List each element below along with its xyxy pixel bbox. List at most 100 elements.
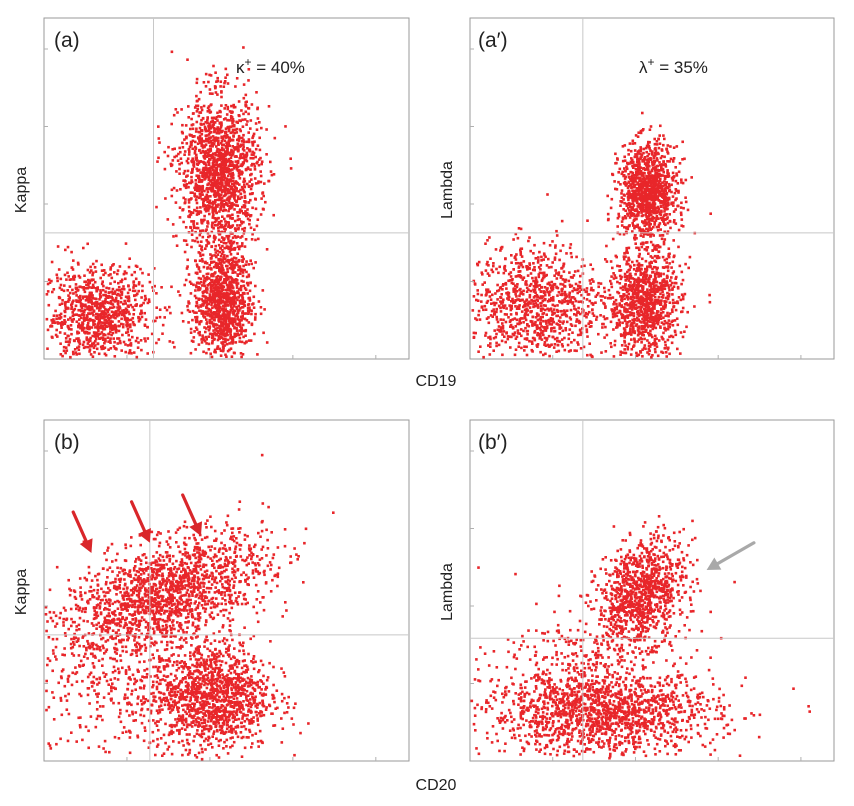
data-point	[658, 142, 662, 145]
data-point	[645, 211, 648, 214]
data-point	[199, 195, 202, 198]
data-point	[525, 310, 528, 313]
data-point	[210, 153, 213, 157]
data-point	[241, 205, 244, 209]
data-point	[228, 119, 231, 122]
data-point	[113, 340, 116, 344]
data-point	[122, 272, 126, 276]
data-point	[529, 249, 532, 253]
data-point	[558, 332, 562, 335]
data-point	[224, 220, 227, 223]
data-point	[223, 174, 226, 177]
data-point	[132, 286, 135, 289]
data-point	[126, 296, 129, 299]
data-point	[178, 162, 181, 166]
data-point	[525, 302, 528, 306]
data-point	[234, 180, 238, 183]
data-point	[525, 330, 529, 333]
data-point	[222, 85, 226, 88]
data-point	[82, 326, 86, 330]
data-point	[209, 74, 213, 77]
data-point	[244, 263, 248, 266]
data-point	[551, 287, 555, 290]
data-point	[208, 144, 212, 148]
data-point	[219, 299, 223, 302]
data-point	[238, 218, 241, 221]
data-point	[233, 208, 236, 211]
data-point	[515, 295, 518, 298]
data-point	[202, 140, 205, 143]
data-point	[88, 326, 91, 330]
data-point	[200, 140, 203, 143]
data-point	[110, 295, 113, 299]
data-point	[235, 127, 239, 131]
data-point	[525, 353, 529, 357]
data-point	[123, 316, 127, 319]
data-point	[214, 152, 217, 155]
data-point	[506, 291, 510, 294]
data-point	[227, 240, 230, 243]
data-point	[175, 244, 179, 247]
data-point	[581, 327, 584, 330]
data-point	[133, 294, 136, 297]
data-point	[104, 271, 107, 275]
data-point	[109, 337, 112, 340]
data-point	[574, 299, 578, 303]
data-point	[219, 223, 223, 227]
data-point	[207, 133, 211, 136]
data-point	[480, 293, 483, 297]
data-point	[250, 312, 253, 316]
data-point	[68, 296, 71, 299]
data-point	[96, 342, 100, 345]
data-point	[257, 180, 260, 183]
data-point	[75, 294, 78, 297]
data-point	[541, 276, 545, 280]
data-point	[210, 116, 214, 120]
data-point	[518, 318, 522, 321]
data-point	[206, 298, 210, 301]
data-point	[660, 237, 664, 241]
data-point	[247, 306, 250, 310]
data-point	[542, 258, 545, 261]
data-point	[243, 196, 247, 199]
data-point	[519, 253, 523, 256]
data-point	[208, 325, 212, 328]
data-point	[231, 292, 235, 296]
data-point	[523, 304, 526, 308]
data-point	[223, 326, 227, 330]
data-point	[206, 272, 210, 276]
data-point	[205, 312, 208, 316]
data-point	[201, 168, 205, 172]
data-point	[64, 340, 68, 343]
data-point	[195, 167, 199, 171]
data-point	[212, 173, 215, 176]
data-point	[503, 335, 506, 338]
data-point	[50, 279, 53, 283]
data-point	[262, 331, 265, 335]
data-point	[211, 339, 214, 343]
data-point	[627, 214, 630, 217]
data-point	[84, 287, 88, 290]
data-point	[561, 278, 565, 281]
data-point	[532, 279, 535, 283]
data-point	[212, 329, 215, 332]
data-point	[120, 317, 123, 321]
data-point	[221, 183, 224, 187]
data-point	[209, 309, 213, 312]
data-point	[543, 308, 547, 312]
data-point	[240, 330, 243, 333]
data-point	[595, 318, 598, 321]
data-point	[215, 179, 219, 182]
data-point	[237, 190, 241, 193]
data-point	[186, 157, 190, 160]
data-point	[81, 321, 84, 324]
data-point	[249, 168, 252, 171]
data-point	[539, 307, 543, 311]
data-point	[636, 201, 639, 205]
data-point	[568, 283, 572, 287]
data-point	[204, 164, 208, 167]
data-point	[242, 220, 245, 224]
data-point	[548, 299, 551, 303]
data-point	[646, 161, 649, 165]
data-point	[513, 331, 517, 334]
